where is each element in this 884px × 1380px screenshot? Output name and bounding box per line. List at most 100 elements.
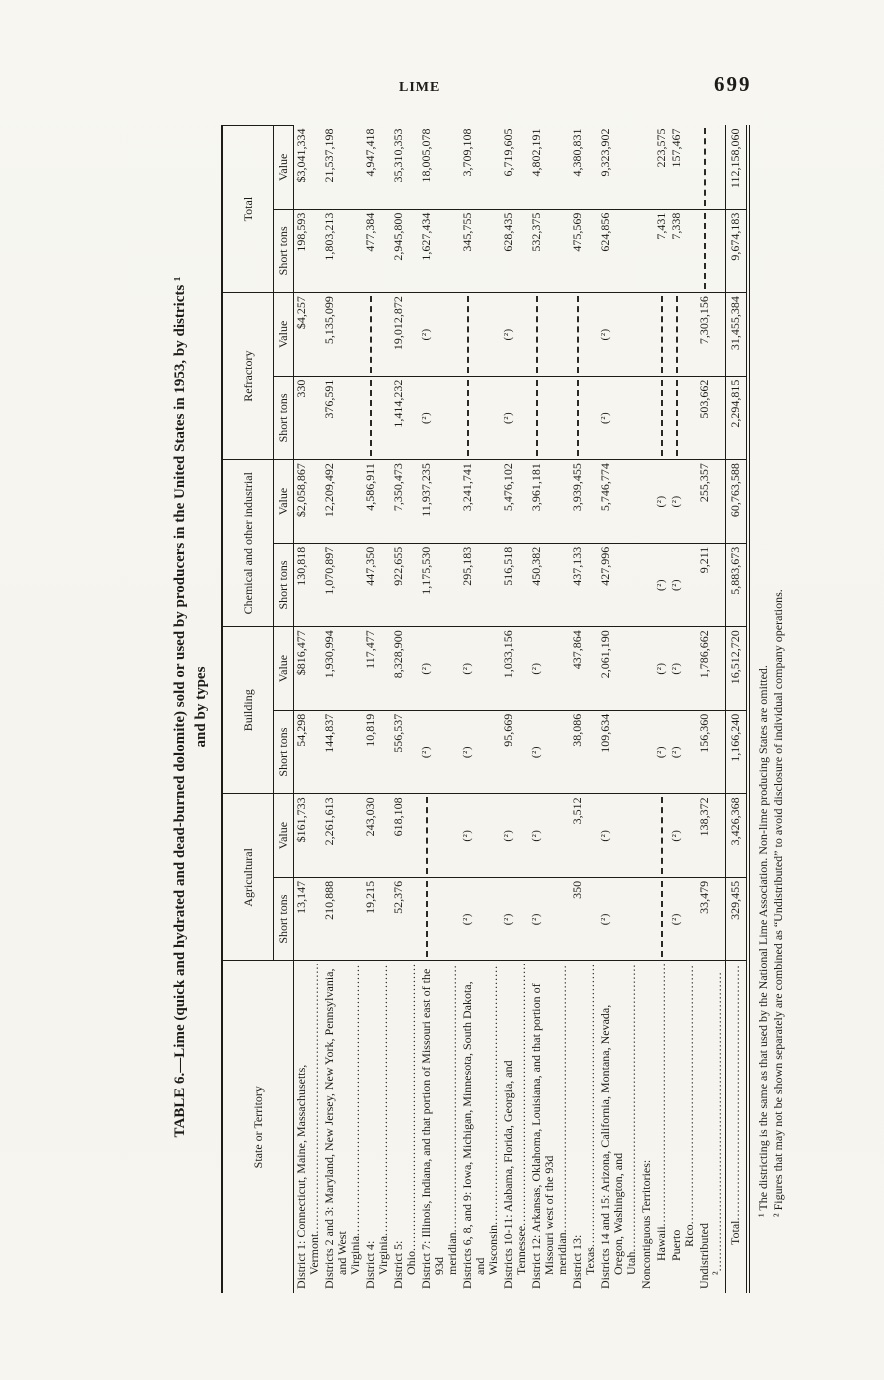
data-cell: 5,135,099 xyxy=(322,292,363,377)
data-cell: 1,033,156 xyxy=(501,626,529,711)
data-cell: 477,384 xyxy=(363,209,391,293)
table-row-11: Hawaii (²) (²) (²) (²) 7,431 223,575 xyxy=(654,125,669,1294)
data-cell: 112,158,060 xyxy=(725,125,748,210)
data-cell: 52,376 xyxy=(391,877,419,961)
data-cell xyxy=(419,877,460,961)
cell-value: 5,883,673 xyxy=(728,546,742,595)
footnote-ref-cell: (²) xyxy=(420,411,432,424)
empty-cell-dashes xyxy=(577,296,579,373)
sub-header-2-0: Short tons xyxy=(273,543,294,627)
running-head: LIME xyxy=(399,80,441,95)
cell-value: 16,512,720 xyxy=(728,630,742,685)
data-cell xyxy=(639,292,654,377)
sub-header-3-0: Short tons xyxy=(273,376,294,460)
empty-cell-dashes xyxy=(370,296,372,373)
cell-value: 7,303,156 xyxy=(697,296,711,345)
data-cell: (²) xyxy=(654,543,669,627)
data-cell: 376,591 xyxy=(322,376,363,460)
cell-value: 95,669 xyxy=(501,713,515,747)
cell-value: 112,158,060 xyxy=(728,128,742,189)
footnote-ref-cell: (²) xyxy=(655,662,667,675)
row-label-cell: District 12: Arkansas, Oklahoma, Louisia… xyxy=(529,961,570,1293)
data-cell: 4,947,418 xyxy=(363,125,391,210)
cell-value: 6,719,605 xyxy=(501,128,515,177)
data-cell: 4,802,191 xyxy=(529,125,570,210)
cell-value: 437,133 xyxy=(570,546,584,586)
footnote-ref-cell: (²) xyxy=(461,746,473,759)
footnote-ref-cell: (²) xyxy=(670,829,682,842)
data-cell: $3,041,334 xyxy=(293,125,322,210)
row-label-cell: District 4: Virginia xyxy=(363,961,391,1293)
data-cell xyxy=(460,292,501,377)
group-header-3: Refractory xyxy=(222,292,274,460)
footnote-ref-cell: (²) xyxy=(599,411,611,424)
data-cell: 1,803,213 xyxy=(322,209,363,293)
data-cell: 3,961,181 xyxy=(529,459,570,544)
cell-value: 38,086 xyxy=(570,713,584,747)
cell-value: 3,426,368 xyxy=(728,797,742,846)
footnote-ref-cell: (²) xyxy=(670,662,682,675)
cell-value: 198,593 xyxy=(294,212,308,252)
empty-cell-dashes xyxy=(704,128,706,206)
data-cell: 345,755 xyxy=(460,209,501,293)
cell-value: 12,209,492 xyxy=(322,463,336,518)
data-cell: 450,382 xyxy=(529,543,570,627)
footnote-ref-cell: (²) xyxy=(461,829,473,842)
row-label: District 7: Illinois, Indiana, and that … xyxy=(420,964,459,1289)
cell-value: 130,818 xyxy=(294,546,308,586)
data-cell: 329,455 xyxy=(725,877,748,961)
cell-value: 52,376 xyxy=(391,880,405,914)
row-label: District 1: Connecticut, Maine, Massachu… xyxy=(295,964,321,1289)
data-cell xyxy=(697,125,726,210)
cell-value: 1,175,530 xyxy=(419,546,433,595)
footnote-ref-cell: (²) xyxy=(461,662,473,675)
data-cell: 5,883,673 xyxy=(725,543,748,627)
cell-value: 2,261,613 xyxy=(322,797,336,846)
table-row-3: District 5: Ohio 52,376 618,108 556,537 8,32… xyxy=(391,125,419,1294)
row-label-cell: Districts 2 and 3: Maryland, New Jersey,… xyxy=(322,961,363,1293)
table-title: TABLE 6.—Lime (quick and hydrated and de… xyxy=(170,125,212,1289)
data-cell xyxy=(639,459,654,544)
data-cell: 2,945,800 xyxy=(391,209,419,293)
data-cell: 1,930,994 xyxy=(322,626,363,711)
footnote-ref-cell: (²) xyxy=(599,829,611,842)
footnote-ref-cell: (²) xyxy=(655,578,667,592)
cell-value: 7,431 xyxy=(654,212,668,240)
row-label: District 5: Ohio xyxy=(392,964,418,1289)
cell-value: 447,350 xyxy=(363,546,377,586)
data-cell xyxy=(419,793,460,878)
footnote-ref-cell: (²) xyxy=(420,746,432,759)
data-cell: 427,996 xyxy=(598,543,639,627)
row-label-cell: Districts 14 and 15: Arizona, California… xyxy=(598,961,639,1293)
data-cell: 1,786,662 xyxy=(697,626,726,711)
empty-cell-dashes xyxy=(661,379,663,457)
group-header-0: Agricultural xyxy=(222,793,274,961)
table-title-line2: and by types xyxy=(193,666,209,748)
footnote-ref-cell: (²) xyxy=(670,578,682,592)
table-title-line1: TABLE 6.—Lime (quick and hydrated and de… xyxy=(172,276,188,1138)
cell-value: 556,537 xyxy=(391,713,405,753)
footnote-ref-cell: (²) xyxy=(655,495,667,508)
row-label: Total xyxy=(729,964,742,1289)
cell-value: 330 xyxy=(294,379,308,398)
cell-value: 156,360 xyxy=(697,713,711,753)
cell-value: 350 xyxy=(570,880,584,899)
footnote-ref-cell: (²) xyxy=(670,913,682,926)
data-cell: 7,338 xyxy=(669,209,697,293)
data-cell: (²) xyxy=(419,710,460,794)
data-cell: 21,537,198 xyxy=(322,125,363,210)
data-cell xyxy=(669,376,697,460)
data-cell: 447,350 xyxy=(363,543,391,627)
cell-value: 5,476,102 xyxy=(501,463,515,512)
cell-value: 345,755 xyxy=(460,212,474,252)
footnote-ref-cell: (²) xyxy=(599,328,611,341)
table-header: State or Territory Agricultural Building Ch… xyxy=(222,125,294,1293)
data-cell: 223,575 xyxy=(654,125,669,210)
footnote-ref-cell: (²) xyxy=(599,913,611,926)
data-cell: 9,323,902 xyxy=(598,125,639,210)
footnote-ref-cell: (²) xyxy=(502,411,514,424)
data-cell xyxy=(639,710,654,794)
data-cell: 33,479 xyxy=(697,877,726,961)
data-cell: (²) xyxy=(501,877,529,961)
